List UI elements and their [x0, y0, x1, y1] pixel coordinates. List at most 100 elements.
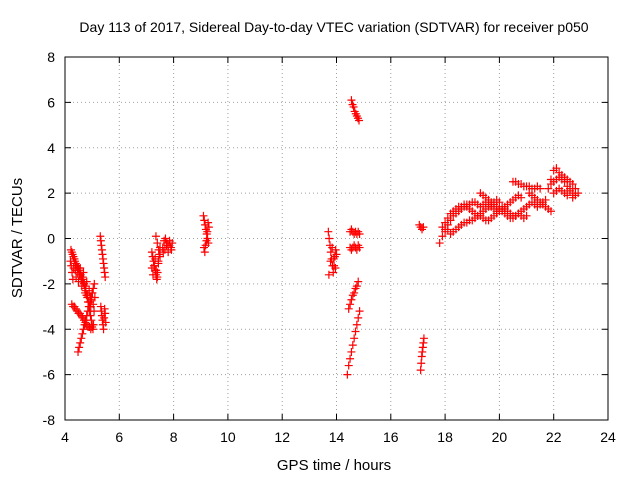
- data-point: [552, 164, 561, 173]
- data-point: [560, 177, 569, 186]
- y-tick-label: 6: [47, 94, 55, 110]
- data-point: [346, 300, 355, 309]
- data-point: [443, 225, 452, 234]
- data-point: [354, 313, 363, 322]
- data-point: [328, 243, 337, 252]
- y-tick-label: -6: [43, 367, 56, 383]
- data-point: [167, 245, 176, 254]
- data-point: [156, 252, 165, 261]
- x-tick-label: 18: [437, 429, 453, 445]
- data-point: [495, 198, 504, 207]
- data-point: [203, 227, 212, 236]
- data-point: [81, 282, 90, 291]
- data-point: [346, 354, 355, 363]
- data-point: [344, 361, 353, 370]
- data-point: [417, 359, 426, 368]
- data-point: [154, 257, 163, 266]
- data-point: [78, 329, 87, 338]
- data-point: [343, 370, 352, 379]
- data-markers: [66, 96, 583, 379]
- y-tick-label: 0: [47, 231, 55, 247]
- data-point: [441, 218, 450, 227]
- data-point: [150, 261, 159, 270]
- x-tick-label: 24: [600, 429, 616, 445]
- grid-lines: [65, 57, 608, 420]
- data-point: [77, 334, 86, 343]
- data-point: [565, 186, 574, 195]
- data-point: [329, 268, 338, 277]
- data-point: [147, 248, 156, 257]
- data-point: [355, 229, 364, 238]
- data-point: [435, 239, 444, 248]
- data-point: [202, 236, 211, 245]
- data-point: [352, 320, 361, 329]
- chart-title: Day 113 of 2017, Sidereal Day-to-day VTE…: [79, 19, 588, 35]
- data-point: [568, 193, 577, 202]
- data-point: [79, 268, 88, 277]
- data-point: [153, 273, 162, 282]
- data-point: [89, 320, 98, 329]
- data-point: [89, 284, 98, 293]
- data-point: [438, 223, 447, 232]
- data-point: [82, 311, 91, 320]
- data-point: [161, 234, 170, 243]
- x-tick-label: 12: [274, 429, 290, 445]
- x-tick-label: 14: [329, 429, 345, 445]
- x-tick-label: 20: [492, 429, 508, 445]
- data-point: [419, 334, 428, 343]
- data-point: [355, 307, 364, 316]
- data-point: [79, 325, 88, 334]
- data-point: [153, 239, 162, 248]
- data-point: [204, 223, 213, 232]
- data-point: [347, 347, 356, 356]
- data-point: [329, 254, 338, 263]
- data-point: [544, 184, 553, 193]
- data-point: [326, 248, 335, 257]
- data-point: [82, 277, 91, 286]
- data-point: [324, 227, 333, 236]
- data-point: [75, 343, 84, 352]
- data-point: [349, 102, 358, 111]
- y-tick-label: 8: [47, 49, 55, 65]
- data-point: [66, 257, 75, 266]
- data-point: [522, 211, 531, 220]
- x-tick-label: 6: [115, 429, 123, 445]
- data-point: [563, 191, 572, 200]
- data-point: [332, 250, 341, 259]
- data-point: [541, 195, 550, 204]
- data-point: [87, 293, 96, 302]
- data-point: [347, 96, 356, 105]
- data-point: [354, 277, 363, 286]
- x-tick-label: 16: [383, 429, 399, 445]
- data-point: [78, 273, 87, 282]
- y-tick-label: -2: [43, 276, 56, 292]
- data-point: [517, 193, 526, 202]
- data-point: [84, 302, 93, 311]
- data-point: [200, 248, 209, 257]
- data-point: [438, 232, 447, 241]
- data-point: [76, 338, 85, 347]
- data-point: [416, 366, 425, 375]
- data-point: [70, 254, 79, 263]
- x-tick-label: 22: [546, 429, 562, 445]
- data-point: [99, 325, 108, 334]
- data-point: [348, 341, 357, 350]
- data-point: [201, 241, 210, 250]
- data-point: [568, 180, 577, 189]
- x-tick-label: 4: [61, 429, 69, 445]
- data-point: [81, 316, 90, 325]
- data-point: [344, 304, 353, 313]
- data-point: [101, 318, 110, 327]
- data-point: [148, 270, 157, 279]
- data-point: [74, 347, 83, 356]
- data-point: [88, 288, 97, 297]
- data-point: [347, 295, 356, 304]
- data-point: [101, 309, 110, 318]
- x-tick-label: 10: [220, 429, 236, 445]
- y-tick-label: -8: [43, 412, 56, 428]
- data-point: [443, 214, 452, 223]
- data-point: [352, 282, 361, 291]
- data-point: [324, 270, 333, 279]
